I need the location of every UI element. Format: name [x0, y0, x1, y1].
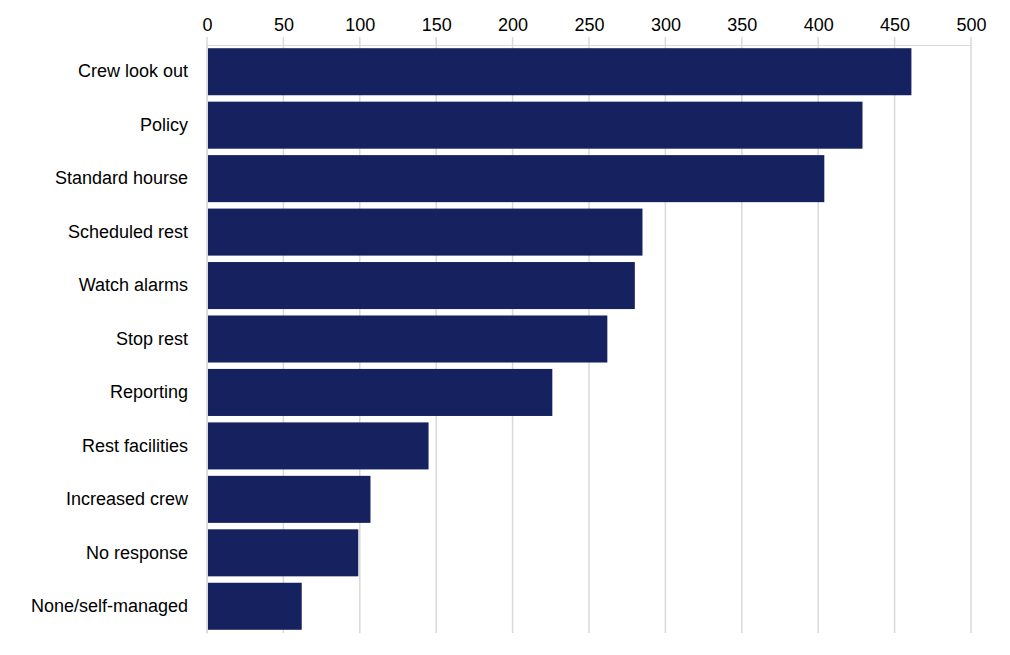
bar	[207, 369, 552, 416]
bar	[207, 262, 635, 309]
bar	[207, 155, 824, 202]
category-label: Policy	[140, 115, 188, 135]
x-axis: 0 50 100 150 200 250 300 350 400 450 500	[202, 15, 986, 46]
bar	[207, 476, 370, 523]
tick: 400	[804, 15, 834, 45]
tick: Reporting	[110, 382, 207, 402]
tick: Policy	[140, 115, 207, 135]
y-axis: Crew look out Policy Standard hourse Schedu…	[31, 46, 208, 634]
category-label: Crew look out	[78, 61, 188, 81]
category-label: Scheduled rest	[68, 222, 188, 242]
tick: 100	[345, 15, 375, 45]
tick-label: 450	[880, 15, 910, 35]
tick: 250	[574, 15, 604, 45]
tick-label: 400	[804, 15, 834, 35]
category-label: Rest facilities	[82, 436, 188, 456]
category-label: Watch alarms	[79, 275, 188, 295]
tick: 200	[498, 15, 528, 45]
plot: 0 50 100 150 200 250 300 350 400 450 500 Crew look …	[31, 15, 987, 634]
category-label: Reporting	[110, 382, 188, 402]
bar	[207, 48, 911, 95]
tick: Scheduled rest	[68, 222, 207, 242]
bars	[207, 48, 911, 630]
tick: Standard hourse	[55, 168, 207, 188]
chart: 0 50 100 150 200 250 300 350 400 450 500 Crew look …	[0, 0, 1010, 655]
tick-label: 150	[422, 15, 452, 35]
tick-label: 250	[574, 15, 604, 35]
tick: 300	[651, 15, 681, 45]
tick: Watch alarms	[79, 275, 207, 295]
category-label: No response	[86, 543, 188, 563]
tick-label: 50	[274, 15, 294, 35]
grid	[207, 37, 971, 633]
category-label: Standard hourse	[55, 168, 188, 188]
tick-label: 500	[956, 15, 986, 35]
axis-line	[207, 46, 208, 634]
tick-label: 100	[345, 15, 375, 35]
tick: 150	[422, 15, 452, 45]
axis-line	[208, 45, 972, 46]
bar	[207, 422, 429, 469]
tick: None/self-managed	[31, 596, 207, 616]
tick-label: 300	[651, 15, 681, 35]
tick-label: 200	[498, 15, 528, 35]
category-label: Increased crew	[66, 489, 189, 509]
tick-label: 350	[727, 15, 757, 35]
tick: 500	[956, 15, 986, 45]
tick: Crew look out	[78, 61, 207, 81]
tick: 0	[202, 15, 212, 45]
bar	[207, 315, 607, 362]
bar	[207, 583, 302, 630]
category-label: None/self-managed	[31, 596, 188, 616]
tick: 350	[727, 15, 757, 45]
tick: Stop rest	[116, 329, 207, 349]
grid-line	[894, 37, 896, 633]
category-label: Stop rest	[116, 329, 188, 349]
tick: 450	[880, 15, 910, 45]
tick: No response	[86, 543, 207, 563]
bar	[207, 102, 863, 149]
grid-line	[206, 37, 208, 633]
tick: Increased crew	[66, 489, 207, 509]
grid-line	[970, 37, 972, 633]
bar	[207, 209, 642, 256]
tick-label: 0	[202, 15, 212, 35]
tick: 50	[274, 15, 294, 45]
tick: Rest facilities	[82, 436, 207, 456]
bar	[207, 529, 358, 576]
